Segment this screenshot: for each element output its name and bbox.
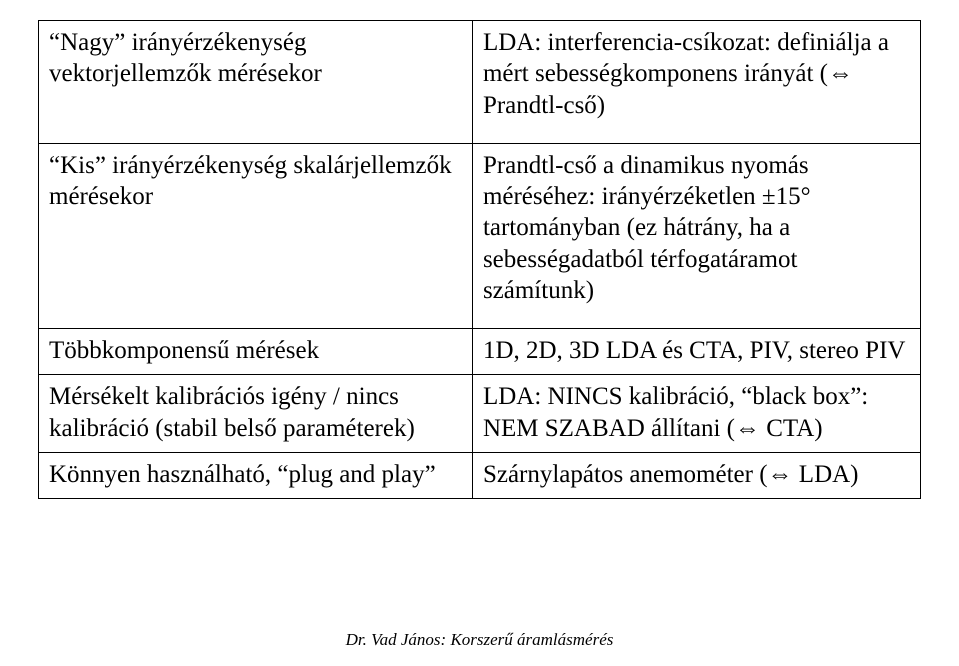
cell-right: Prandtl-cső a dinamikus nyomás méréséhez…	[472, 143, 920, 328]
cell-left: “Kis” irányérzékenység skalárjellemzők m…	[39, 143, 473, 328]
table-row: “Nagy” irányérzékenység vektorjellemzők …	[39, 21, 921, 144]
cell-right: 1D, 2D, 3D LDA és CTA, PIV, stereo PIV	[472, 329, 920, 375]
footer-text: Dr. Vad János: Korszerű áramlásmérés	[38, 630, 921, 656]
table-row: “Kis” irányérzékenység skalárjellemzők m…	[39, 143, 921, 328]
cell-left: Mérsékelt kalibrációs igény / nincs kali…	[39, 375, 473, 453]
cell-right: Szárnylapátos anemométer (⇔ LDA)	[472, 452, 920, 498]
cell-right: LDA: interferencia-csíkozat: definiálja …	[472, 21, 920, 144]
table-row: Könnyen használható, “plug and play” Szá…	[39, 452, 921, 498]
cell-left: Többkomponensű mérések	[39, 329, 473, 375]
page: “Nagy” irányérzékenység vektorjellemzők …	[0, 0, 959, 666]
content-table: “Nagy” irányérzékenység vektorjellemzők …	[38, 20, 921, 499]
cell-left: Könnyen használható, “plug and play”	[39, 452, 473, 498]
cell-right: LDA: NINCS kalibráció, “black box”: NEM …	[472, 375, 920, 453]
cell-left: “Nagy” irányérzékenység vektorjellemzők …	[39, 21, 473, 144]
table-row: Többkomponensű mérések 1D, 2D, 3D LDA és…	[39, 329, 921, 375]
table-row: Mérsékelt kalibrációs igény / nincs kali…	[39, 375, 921, 453]
